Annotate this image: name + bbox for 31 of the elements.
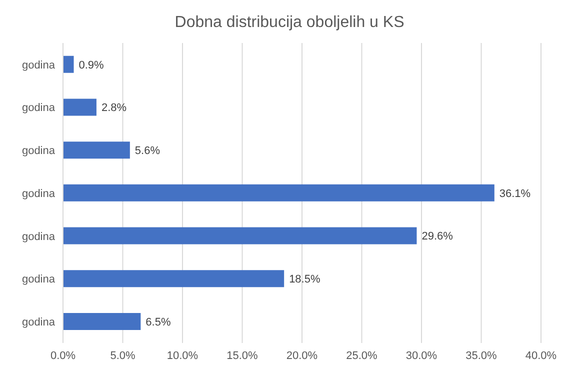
x-tick-label: 5.0% — [110, 350, 136, 362]
bar — [63, 270, 284, 288]
y-tick-label: godina — [22, 274, 56, 286]
x-tick-label: 10.0% — [166, 350, 198, 362]
data-label: 5.6% — [134, 144, 160, 157]
data-label: 18.5% — [289, 274, 320, 286]
data-label: 29.6% — [422, 230, 454, 243]
bar — [63, 313, 141, 330]
data-label: 2.8% — [101, 102, 127, 114]
y-tick-label: godina — [22, 230, 56, 243]
bar — [63, 56, 74, 73]
y-tick-label: godina — [22, 188, 56, 200]
y-tick-label: godina — [22, 316, 56, 328]
x-tick-label: 25.0% — [346, 350, 378, 362]
bar — [63, 142, 130, 159]
bar — [63, 184, 494, 202]
y-tick-label: godina — [22, 59, 56, 72]
x-tick-label: 20.0% — [286, 350, 318, 362]
data-label: 0.9% — [78, 59, 104, 72]
bar — [63, 98, 96, 116]
y-tick-label: godina — [22, 102, 56, 114]
x-tick-label: 40.0% — [525, 350, 557, 362]
x-tick-label: 15.0% — [226, 350, 258, 362]
chart-title: Dobna distribucija oboljelih u KS — [174, 13, 406, 33]
data-label: 36.1% — [499, 188, 531, 200]
x-tick-label: 35.0% — [466, 350, 498, 362]
data-label: 6.5% — [146, 316, 171, 328]
x-tick-label: 0.0% — [50, 350, 76, 362]
bar — [63, 227, 417, 244]
y-tick-label: godina — [22, 145, 56, 158]
x-tick-label: 30.0% — [406, 350, 438, 362]
